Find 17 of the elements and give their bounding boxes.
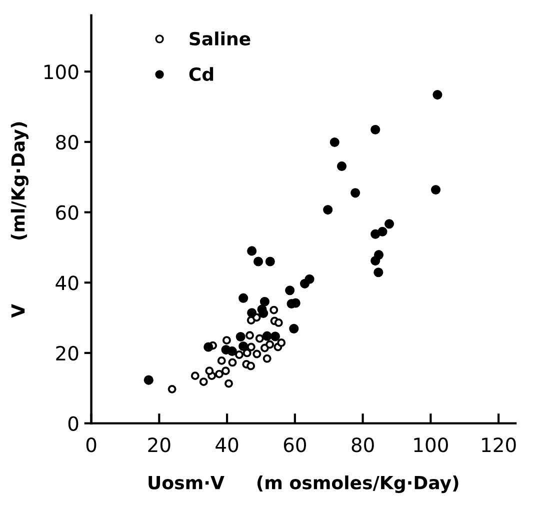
x-tick-label: 120 — [482, 438, 516, 452]
y-tick-label: 60 — [56, 205, 78, 220]
y-tick-label: 40 — [56, 276, 78, 290]
y-axis-title: V (ml/Kg·Day) — [10, 122, 28, 318]
x-axis-title: Uosm·V (m osmoles/Kg·Day) — [148, 475, 458, 494]
x-tick-label: 60 — [284, 438, 306, 452]
x-tick-label: 40 — [216, 438, 238, 452]
x-tick-label: 20 — [148, 438, 170, 452]
legend-label: Saline — [190, 32, 250, 46]
y-tick-label: 0 — [68, 416, 78, 431]
legend-label: Cd — [189, 67, 214, 82]
y-tick-label: 100 — [44, 64, 78, 80]
x-tick-label: 100 — [414, 438, 448, 452]
y-tick-label: 80 — [56, 134, 78, 150]
x-tick-label: 0 — [86, 438, 96, 452]
y-tick-label: 20 — [56, 346, 78, 361]
x-tick-label: 80 — [352, 438, 374, 452]
